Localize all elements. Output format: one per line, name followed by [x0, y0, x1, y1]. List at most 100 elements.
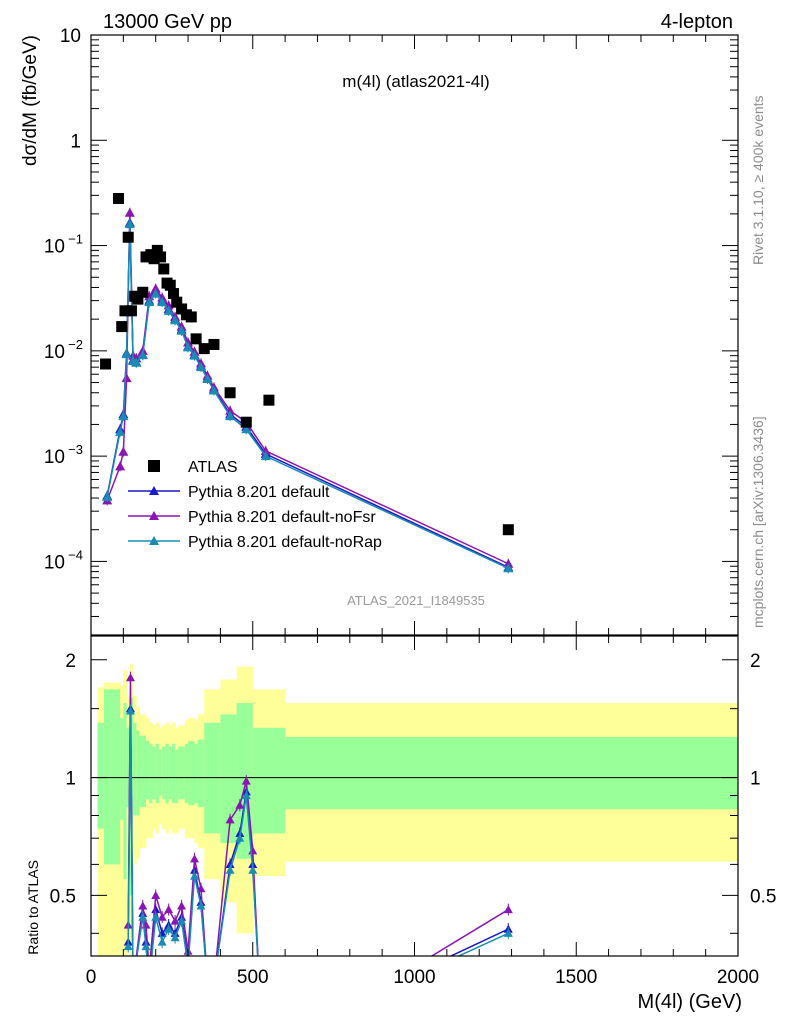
ratio-point	[177, 901, 187, 910]
ratio-point	[248, 865, 258, 874]
inner-band	[158, 749, 163, 796]
inner-band	[204, 722, 221, 834]
inner-band	[184, 743, 189, 804]
atlas-point	[224, 387, 236, 399]
ratio-point	[151, 905, 161, 914]
inner-band	[126, 727, 131, 808]
mc-point	[183, 337, 194, 347]
atlas-point	[176, 303, 188, 315]
inner-band	[194, 743, 199, 804]
mc-point	[183, 342, 194, 352]
y-tick-label: 10	[44, 447, 65, 468]
inner-band	[149, 743, 153, 804]
atlas-point	[122, 231, 134, 243]
mc-point	[157, 297, 168, 307]
mc-point	[208, 385, 219, 395]
y-tick-label: 10	[44, 342, 65, 363]
mc-point	[170, 315, 181, 325]
inner-band	[155, 743, 160, 804]
atlas-point	[185, 311, 197, 323]
mc-point	[503, 558, 514, 568]
y-axis-title-main: dσ/dM (fb/GeV)	[20, 35, 41, 166]
plot-title: m(4l) (atlas2021-4l)	[342, 72, 489, 91]
mc-point	[176, 325, 187, 335]
legend-label: Pythia 8.201 default-noFsr	[188, 509, 376, 526]
atlas-point	[164, 279, 176, 291]
ratio-point	[225, 859, 235, 868]
ratio-panel: 0.5 0.5 1 1 2 2	[50, 651, 776, 956]
inner-band	[165, 743, 170, 804]
ratio-tick-label-right: 2	[750, 651, 761, 672]
ratio-point	[196, 901, 206, 910]
ratio-series-group	[123, 671, 513, 956]
outer-band	[120, 685, 124, 956]
ratio-point	[164, 924, 174, 933]
inner-band	[139, 735, 147, 808]
mc-point	[150, 288, 161, 298]
inner-band	[285, 736, 738, 810]
legend-marker	[149, 486, 159, 495]
ratio-point	[225, 865, 235, 874]
mc-point	[150, 283, 161, 293]
ratio-point	[503, 905, 513, 914]
ratio-point	[225, 815, 235, 824]
mc-point	[137, 350, 148, 360]
atlas-point	[151, 244, 163, 256]
y-tick-label: 10	[44, 552, 65, 573]
ratio-point	[151, 912, 161, 921]
y-tick-exponent: −3	[68, 442, 83, 457]
atlas-point	[502, 524, 514, 536]
ratio-point	[190, 854, 200, 863]
inner-band	[152, 746, 157, 800]
mc-point	[163, 305, 174, 315]
atlas-point	[208, 338, 220, 350]
analysis-id: ATLAS_2021_I1849535	[347, 593, 485, 608]
ratio-point	[138, 912, 148, 921]
y-tick-label: 1	[70, 131, 81, 152]
ratio-line	[127, 710, 509, 956]
atlas-point	[119, 305, 131, 317]
x-tick-label: 0	[86, 967, 97, 988]
mc-point	[225, 411, 236, 421]
legend-marker	[148, 460, 160, 472]
ratio-point	[157, 937, 167, 946]
atlas-point	[148, 253, 160, 265]
mc-point	[121, 349, 132, 359]
x-tick-label: 500	[237, 967, 269, 988]
x-tick-label: 2000	[717, 967, 759, 988]
ratio-point	[241, 776, 251, 785]
atlas-point	[137, 286, 149, 298]
mc-point	[195, 362, 206, 372]
mc-point	[124, 219, 135, 229]
inner-band	[175, 749, 179, 804]
y-tick-exponent: −2	[68, 337, 83, 352]
inner-band	[145, 741, 150, 800]
atlas-point	[263, 394, 275, 406]
inner-band	[168, 746, 173, 800]
ratio-point	[241, 790, 251, 800]
legend-label: Pythia 8.201 default	[188, 484, 330, 501]
atlas-point	[112, 192, 124, 204]
ratio-frame	[90, 635, 739, 957]
x-axis-title: M(4l) (GeV)	[638, 991, 742, 1013]
y-axis-title-ratio: Ratio to ATLAS	[25, 860, 41, 955]
mc-point	[118, 411, 129, 421]
ratio-point	[151, 890, 161, 899]
ratio-point	[141, 942, 151, 951]
mcplots-side-label: mcplots.cern.ch [arXiv:1306.3436]	[750, 416, 766, 628]
ratio-tick-label-left: 2	[65, 651, 76, 672]
atlas-point	[167, 288, 179, 300]
atlas-point	[125, 305, 137, 317]
ratio-point	[177, 916, 187, 925]
ratio-point	[125, 706, 135, 715]
ratio-y-ticks: 0.5 0.5 1 1 2 2	[50, 651, 776, 934]
inner-band	[178, 746, 186, 800]
inner-band	[103, 689, 121, 865]
legend: ATLAS Pythia 8.201 default Pythia 8.201 de…	[128, 459, 382, 551]
ratio-tick-label-left: 0.5	[50, 886, 76, 907]
mc-point	[118, 446, 129, 456]
mc-point	[131, 357, 142, 367]
inner-band	[133, 722, 137, 816]
